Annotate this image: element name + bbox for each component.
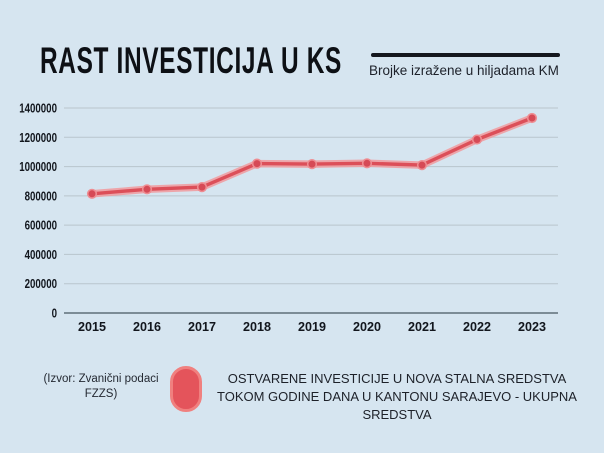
- x-tick-label: 2019: [298, 319, 326, 334]
- data-point: [471, 134, 483, 145]
- source-note: (Izvor: Zvanični podaci FZZS): [43, 373, 159, 400]
- page-title-text: RAST INVESTICIJA U KS: [40, 40, 342, 81]
- y-tick-label: 800000: [25, 189, 57, 203]
- investment-line-chart: 0 200000 400000 600000 800000 1000000 1200000 1…: [19, 102, 558, 334]
- y-tick-label: 400000: [25, 248, 57, 262]
- data-point: [86, 188, 98, 199]
- x-tick-label: 2018: [243, 319, 271, 334]
- x-tick-label: 2021: [408, 319, 436, 334]
- x-tick-label: 2015: [78, 319, 106, 334]
- data-point: [141, 184, 153, 195]
- y-tick-label: 1400000: [19, 102, 57, 116]
- data-point: [251, 158, 263, 169]
- chart-subtitle: Brojke izražene u hiljadama KM: [369, 63, 559, 78]
- x-tick-label: 2016: [133, 319, 161, 334]
- y-tick-label: 1200000: [19, 131, 57, 145]
- series-line: [90, 116, 534, 196]
- y-tick-label: 0: [52, 307, 57, 321]
- x-tick-label: 2023: [518, 319, 546, 334]
- data-point: [196, 181, 208, 193]
- data-point: [306, 158, 318, 170]
- page-title: RAST INVESTICIJA U KS: [40, 40, 498, 82]
- x-tick-label: 2020: [353, 319, 381, 334]
- legend-marker-icon: [170, 366, 202, 412]
- data-point: [526, 112, 538, 124]
- x-tick-label: 2022: [463, 319, 491, 334]
- y-tick-label: 200000: [25, 277, 57, 291]
- subtitle-divider: [371, 53, 560, 57]
- data-point: [361, 158, 373, 169]
- legend-label: OSTVARENE INVESTICIJE U NOVA STALNA SRED…: [217, 371, 577, 422]
- y-tick-label: 1000000: [19, 160, 57, 174]
- y-tick-label: 600000: [25, 219, 57, 233]
- data-point: [416, 159, 428, 171]
- x-tick-label: 2017: [188, 319, 216, 334]
- series-line-halo: [88, 114, 536, 198]
